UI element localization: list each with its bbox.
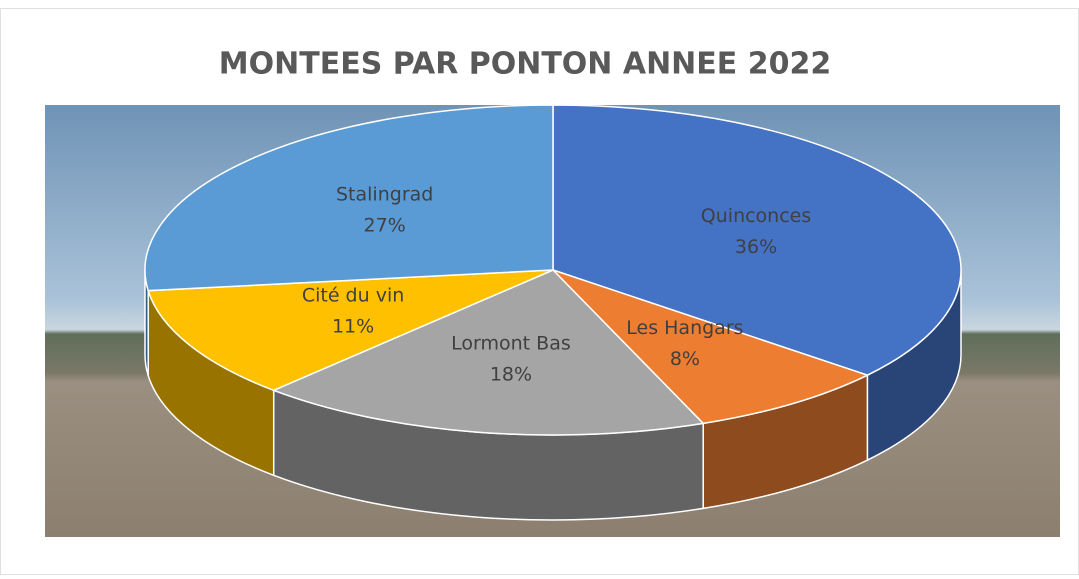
slice-label: Les Hangars (626, 317, 743, 339)
slice-label: Stalingrad (336, 183, 433, 205)
page: MONTEES PAR PONTON ANNEE 2022 Quinconces… (0, 0, 1079, 579)
slice-label: Cité du vin (302, 285, 404, 307)
chart: MONTEES PAR PONTON ANNEE 2022 Quinconces… (0, 0, 1079, 575)
slice-value-label: 18% (490, 364, 532, 386)
slice-value-label: 8% (670, 348, 700, 370)
pie: Quinconces 36% Les Hangars 8% Lormont Bas 18%… (145, 105, 961, 520)
slice-value-label: 11% (332, 316, 374, 338)
slice-label: Quinconces (701, 205, 811, 227)
slice-label: Lormont Bas (451, 333, 571, 355)
chart-title: MONTEES PAR PONTON ANNEE 2022 (219, 47, 831, 82)
slice-value-label: 27% (364, 214, 406, 236)
slice-value-label: 36% (735, 236, 777, 258)
